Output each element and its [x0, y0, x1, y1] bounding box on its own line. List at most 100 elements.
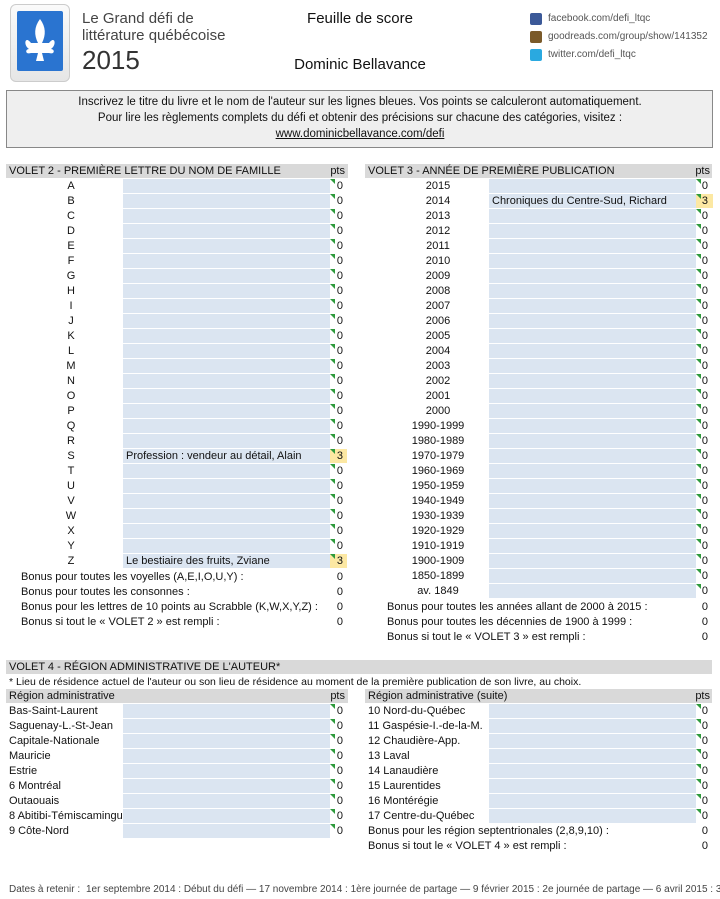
- entry-field: [489, 509, 696, 523]
- row-label: M: [66, 360, 76, 372]
- fleur-de-lis: [25, 19, 55, 61]
- points: 0: [336, 495, 343, 507]
- title-line: Le Grand défi de: [82, 10, 194, 27]
- points: 0: [336, 480, 343, 492]
- points: 0: [336, 285, 343, 297]
- row-label: Y: [67, 540, 75, 552]
- section-header: [365, 164, 712, 178]
- link-icon: [530, 31, 542, 43]
- comment-flag: [696, 719, 701, 724]
- entry-field: [489, 314, 696, 328]
- entry-field: [489, 554, 696, 568]
- row-label: Saguenay-L.-St-Jean: [9, 720, 113, 732]
- comment-flag: [330, 779, 335, 784]
- entry-field: [489, 584, 696, 598]
- points: 0: [701, 540, 708, 552]
- points: 0: [701, 810, 708, 822]
- instruction: Pour lire les règlements complets du déf…: [97, 112, 623, 124]
- bonus-label: Bonus pour toutes les décennies de 1900 …: [387, 616, 633, 628]
- row-label: 8 Abitibi-Témiscamingue: [9, 810, 129, 822]
- row-label: 2008: [425, 285, 451, 297]
- points: 0: [701, 705, 708, 717]
- points: 0: [701, 570, 708, 582]
- comment-flag: [696, 239, 701, 244]
- row-label: av. 1849: [417, 585, 459, 597]
- points: 0: [336, 720, 343, 732]
- comment-flag: [696, 329, 701, 334]
- comment-flag: [696, 764, 701, 769]
- row-label: 15 Laurentides: [368, 780, 441, 792]
- points: 0: [336, 330, 343, 342]
- comment-flag: [330, 179, 335, 184]
- entry-field: [489, 374, 696, 388]
- comment-flag: [330, 239, 335, 244]
- comment-flag: [696, 284, 701, 289]
- points: 0: [701, 405, 708, 417]
- entry-field: [489, 464, 696, 478]
- comment-flag: [330, 554, 335, 559]
- bonus-points: 0: [701, 825, 708, 837]
- entry-field: [489, 389, 696, 403]
- row-label: V: [67, 495, 75, 507]
- entry-field: [489, 809, 696, 823]
- points: 0: [336, 825, 343, 837]
- entry-field: [123, 389, 330, 403]
- comment-flag: [696, 704, 701, 709]
- row-label: R: [67, 435, 75, 447]
- row-label: Mauricie: [9, 750, 51, 762]
- points: 0: [701, 525, 708, 537]
- section-title: VOLET 3 - ANNÉE DE PREMIÈRE PUBLICATION: [368, 165, 615, 177]
- row-label: 1910-1919: [411, 540, 465, 552]
- row-label: 6 Montréal: [9, 780, 61, 792]
- row-label: 2005: [425, 330, 451, 342]
- year: 2015: [82, 45, 140, 75]
- points: 0: [336, 765, 343, 777]
- entry-field: [489, 209, 696, 223]
- points: 0: [701, 210, 708, 222]
- points: 0: [701, 390, 708, 402]
- row-label: Estrie: [9, 765, 38, 777]
- entry-field: [123, 824, 330, 838]
- comment-flag: [330, 329, 335, 334]
- points: 0: [336, 525, 343, 537]
- comment-flag: [330, 224, 335, 229]
- comment-flag: [330, 194, 335, 199]
- entry-field: [489, 224, 696, 238]
- entry-field: [123, 524, 330, 538]
- comment-flag: [696, 389, 701, 394]
- points: 0: [701, 240, 708, 252]
- points: 0: [701, 780, 708, 792]
- entry-field: [489, 794, 696, 808]
- entry-field: [123, 749, 330, 763]
- entry-field: [489, 569, 696, 583]
- comment-flag: [330, 374, 335, 379]
- section-title: VOLET 2 - PREMIÈRE LETTRE DU NOM DE FAMI…: [9, 165, 281, 177]
- entry-field: Profession : vendeur au détail, Alain Sa…: [123, 449, 330, 463]
- row-label: P: [67, 405, 75, 417]
- row-label: N: [67, 375, 75, 387]
- entry-field: [123, 374, 330, 388]
- entry-field: [489, 734, 696, 748]
- comment-flag: [330, 344, 335, 349]
- entry-field: [123, 494, 330, 508]
- entry-field: Chroniques du Centre-Sud, Richard Suicid…: [489, 194, 696, 208]
- row-label: X: [67, 525, 75, 537]
- bonus-points: 0: [336, 601, 343, 613]
- row-label: U: [67, 480, 75, 492]
- points: 0: [336, 360, 343, 372]
- entry-field: [489, 449, 696, 463]
- title-line: littérature québécoise: [82, 27, 226, 44]
- points: 0: [701, 180, 708, 192]
- pts-label: pts: [695, 165, 710, 177]
- points: 0: [701, 255, 708, 267]
- entry-field: [123, 764, 330, 778]
- link: goodreads.com/group/show/141352: [548, 31, 708, 42]
- comment-flag: [696, 299, 701, 304]
- pts-label: pts: [695, 690, 710, 702]
- comment-flag: [696, 344, 701, 349]
- points: 0: [701, 585, 708, 597]
- entry-field: [123, 194, 330, 208]
- pts-label: pts: [330, 690, 345, 702]
- comment-flag: [330, 749, 335, 754]
- row-label: 1990-1999: [411, 420, 465, 432]
